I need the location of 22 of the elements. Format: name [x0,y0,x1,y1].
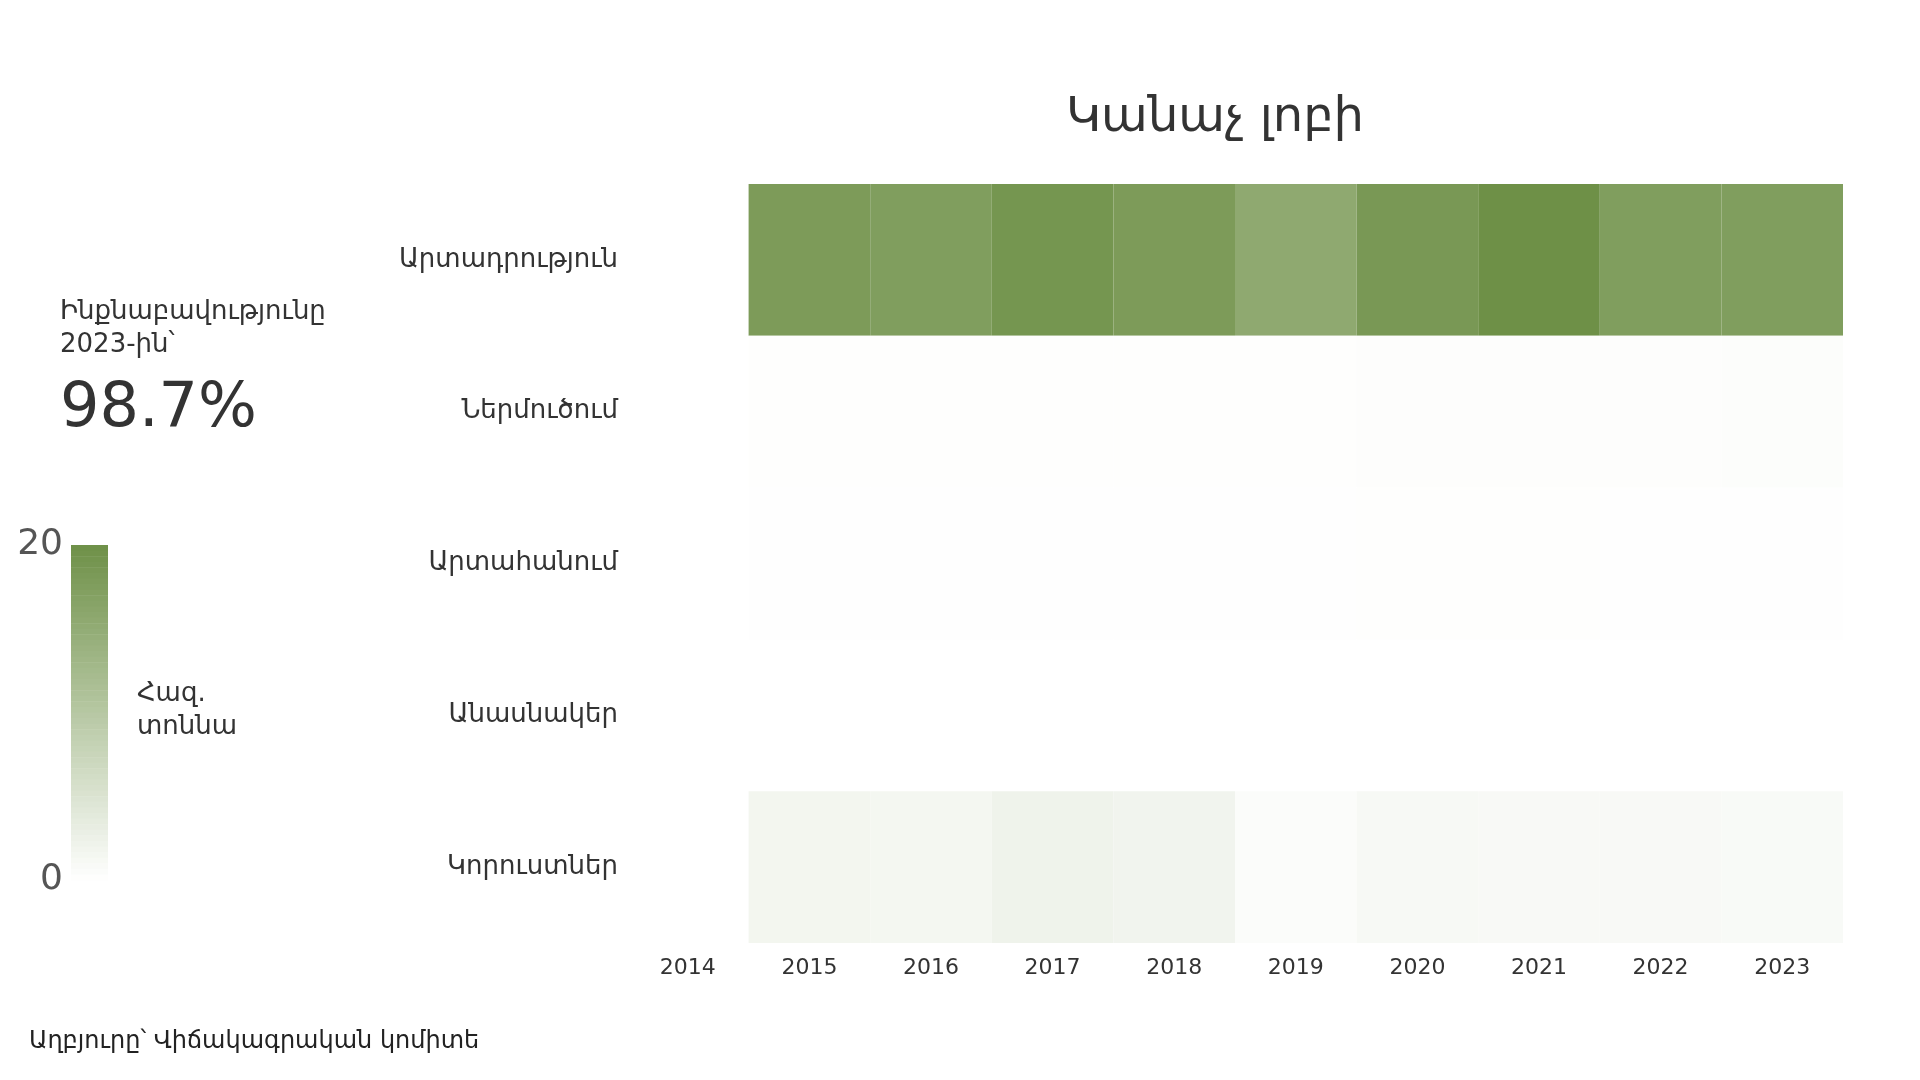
chart-title: Կանաչ լոբի [1065,86,1365,143]
y-tick-label: Ներմուծում [461,394,619,425]
x-tick-label: 2018 [1146,953,1203,979]
x-tick-label: 2020 [1389,953,1446,979]
x-tick-label: 2015 [781,953,838,979]
text: Աղբյուրը՝ Վիճակագրական կոմիտե [29,1026,480,1055]
x-tick-label: 2023 [1754,953,1811,979]
y-tick-label: Արտահանում [428,546,619,577]
text: Ինքնաբավությունը 2023-ին՝ [60,294,326,358]
text: 98.7% [60,368,257,442]
y-tick-label: Անասնակեր [448,698,618,729]
color-bar-title: Հազ. տոննա [137,676,238,740]
y-tick-label: Արտադրություն [398,242,618,273]
x-tick-label: 2019 [1267,953,1324,979]
color-bar-label: 20 [17,521,63,563]
x-tick-label: 2021 [1511,953,1567,979]
x-tick-label: 2017 [1024,953,1081,979]
x-tick-label: 2022 [1632,953,1689,979]
y-tick-label: Կորուստներ [447,849,618,880]
x-tick-label: 2016 [903,953,959,979]
x-tick-label: 2014 [659,953,716,979]
color-bar-label: 0 [40,856,63,898]
